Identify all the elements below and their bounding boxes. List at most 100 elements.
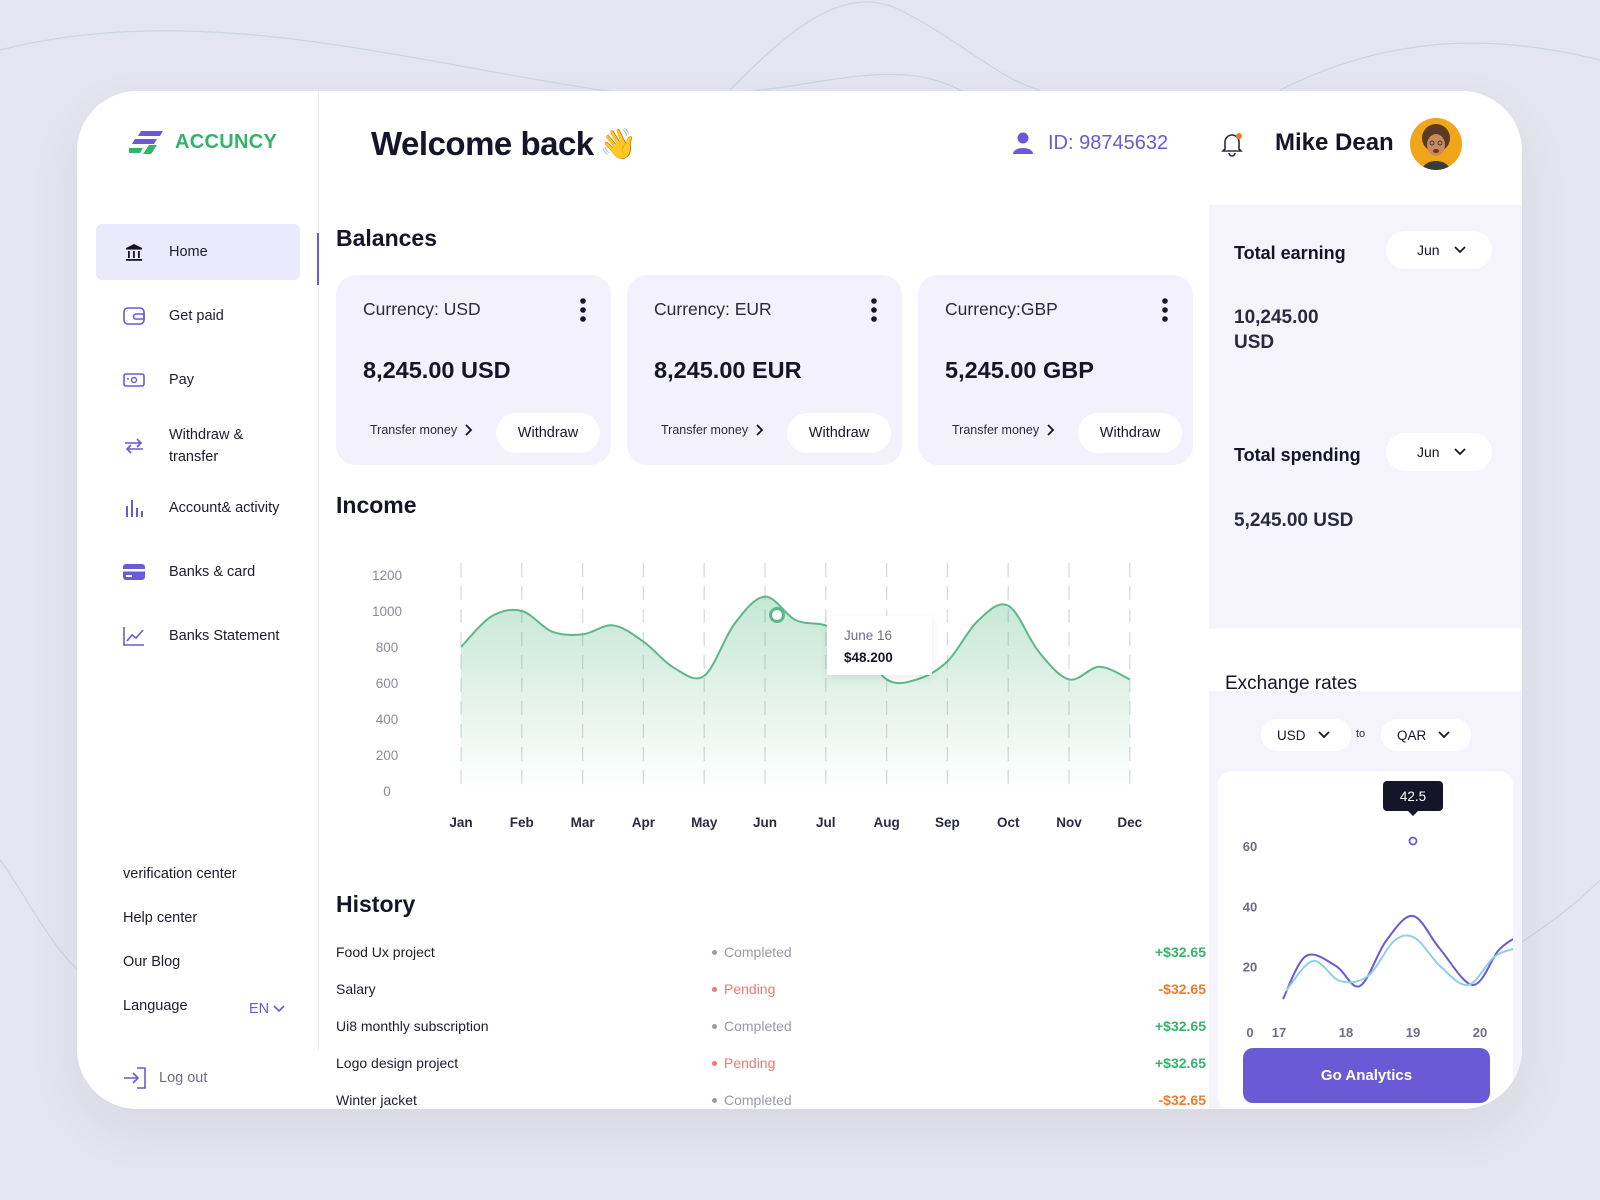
go-analytics-button[interactable]: Go Analytics — [1243, 1048, 1490, 1103]
link-our-blog[interactable]: Our Blog — [123, 954, 181, 970]
history-amount: +$32.65 — [1155, 1018, 1206, 1034]
sidebar-item-banks-card[interactable]: Banks & card — [96, 544, 300, 600]
chevron-down-icon — [1317, 731, 1330, 739]
x-tick-label: Jul — [816, 815, 836, 830]
avatar[interactable] — [1410, 118, 1462, 170]
history-status: Pending — [712, 981, 775, 997]
chevron-down-icon — [1453, 448, 1466, 456]
status-label: Pending — [724, 1055, 776, 1071]
history-row[interactable]: Logo design project Pending +$32.65 — [336, 1049, 1256, 1079]
transfer-money-link[interactable]: Transfer money — [370, 423, 473, 437]
balance-currency: Currency: EUR — [654, 299, 772, 319]
language-value: EN — [249, 1001, 270, 1017]
currency-to-select[interactable]: QAR — [1381, 719, 1471, 751]
history-name: Salary — [336, 981, 376, 997]
sidebar-item-pay[interactable]: Pay — [96, 352, 300, 408]
sidebar-item-get-paid[interactable]: Get paid — [96, 288, 300, 344]
exchange-series-line — [1285, 934, 1513, 992]
withdraw-button[interactable]: Withdraw — [787, 413, 891, 453]
exchange-tooltip: 42.5 — [1383, 781, 1443, 846]
history-row[interactable]: Salary Pending -$32.65 — [336, 975, 1256, 1005]
page-title: Welcome back 👋 — [371, 125, 637, 163]
transfer-money-link[interactable]: Transfer money — [952, 423, 1055, 437]
status-label: Pending — [724, 981, 776, 997]
active-indicator — [317, 233, 319, 285]
balance-amount: 8,245.00 USD — [363, 357, 511, 383]
y-tick-label: 60 — [1243, 839, 1257, 854]
transfer-money-label: Transfer money — [370, 423, 458, 437]
language-select[interactable]: EN — [249, 1001, 285, 1017]
sidebar-item-label: Banks & card — [169, 564, 256, 580]
history-amount: -$32.65 — [1158, 1092, 1206, 1108]
currency-to-value: QAR — [1397, 727, 1427, 743]
more-vertical-icon[interactable] — [579, 297, 587, 323]
more-vertical-icon[interactable] — [1161, 297, 1169, 323]
y-tick-label: 20 — [1243, 960, 1257, 975]
tooltip-value: $48.200 — [844, 650, 893, 665]
tooltip-date: June 16 — [844, 628, 892, 643]
exchange-tooltip-value: 42.5 — [1400, 789, 1426, 804]
sidebar-item-label: Pay — [169, 372, 194, 388]
status-label: Completed — [724, 944, 792, 960]
balance-currency: Currency:GBP — [945, 299, 1058, 319]
currency-from-value: USD — [1277, 727, 1306, 743]
history-row[interactable]: Ui8 monthly subscription Completed +$32.65 — [336, 1012, 1256, 1042]
withdraw-button[interactable]: Withdraw — [1078, 413, 1182, 453]
link-help-center[interactable]: Help center — [123, 910, 198, 926]
user-name[interactable]: Mike Dean — [1275, 129, 1394, 156]
transfer-money-link[interactable]: Transfer money — [661, 423, 764, 437]
x-tick-label: 20 — [1473, 1025, 1487, 1040]
x-tick-label: May — [691, 815, 718, 830]
welcome-text: Welcome back — [371, 125, 594, 162]
credit-card-icon — [121, 559, 147, 585]
history-name: Logo design project — [336, 1055, 459, 1071]
x-tick-label: Mar — [571, 815, 596, 830]
sidebar-item-label: Banks Statement — [169, 628, 280, 644]
link-verification-center[interactable]: verification center — [123, 866, 237, 882]
user-id: ID: 98745632 — [1012, 131, 1168, 155]
total-spending-value: 5,245.00 USD — [1234, 510, 1354, 531]
history-row[interactable]: Food Ux project Completed +$32.65 — [336, 938, 1256, 968]
sidebar-item-withdraw-transfer[interactable]: Withdraw & transfer — [96, 412, 300, 480]
income-line — [460, 595, 1131, 685]
currency-from-select[interactable]: USD — [1261, 719, 1351, 751]
logout-button[interactable]: Log out — [123, 1067, 207, 1089]
income-chart: 0 200 400 600 800 1000 1200 Jan Feb Mar Apr May Jun… — [372, 563, 1143, 830]
user-id-text: ID: 98745632 — [1048, 131, 1169, 154]
notification-bell-icon[interactable] — [1219, 131, 1245, 157]
wave-emoji: 👋 — [599, 126, 637, 162]
sidebar-item-account-activity[interactable]: Account& activity — [96, 480, 300, 536]
y-tick-label: 0 — [1246, 1025, 1253, 1040]
month-value: Jun — [1417, 242, 1440, 258]
withdraw-button[interactable]: Withdraw — [496, 413, 600, 453]
month-value: Jun — [1417, 444, 1440, 460]
sidebar-item-banks-statement[interactable]: Banks Statement — [96, 608, 300, 664]
chevron-down-icon — [273, 1005, 285, 1013]
bank-icon — [121, 239, 147, 265]
total-spending-month-select[interactable]: Jun — [1386, 433, 1492, 471]
history-row[interactable]: Winter jacket Completed -$32.65 — [336, 1086, 1256, 1109]
balance-amount: 8,245.00 EUR — [654, 357, 802, 383]
brand-logo[interactable]: ACCUNCY — [129, 129, 277, 155]
history-title: History — [336, 891, 416, 917]
chevron-down-icon — [1453, 246, 1466, 254]
history-name: Ui8 monthly subscription — [336, 1018, 489, 1034]
line-chart-icon — [121, 623, 147, 649]
sidebar-item-home[interactable]: Home — [96, 224, 300, 280]
more-vertical-icon[interactable] — [870, 297, 878, 323]
exchange-series-line — [1282, 914, 1513, 1000]
balance-card-usd: Currency: USD 8,245.00 USD Transfer mone… — [336, 275, 611, 465]
x-tick-label: Aug — [873, 815, 899, 830]
status-dot — [712, 986, 717, 992]
history-status: Completed — [712, 944, 792, 960]
x-tick-label: Dec — [1117, 815, 1142, 830]
totals-panel: Total earning Jun 10,245.00 USD Total sp… — [1209, 205, 1522, 629]
total-earning-month-select[interactable]: Jun — [1386, 231, 1492, 269]
y-tick-label: 600 — [376, 676, 399, 691]
total-spending-title: Total spending — [1234, 445, 1361, 465]
history-status: Pending — [712, 1055, 775, 1071]
x-tick-label: 17 — [1272, 1025, 1286, 1040]
cash-icon — [121, 367, 147, 393]
income-tooltip: June 16 $48.200 — [827, 616, 932, 675]
balances-title: Balances — [336, 225, 438, 251]
